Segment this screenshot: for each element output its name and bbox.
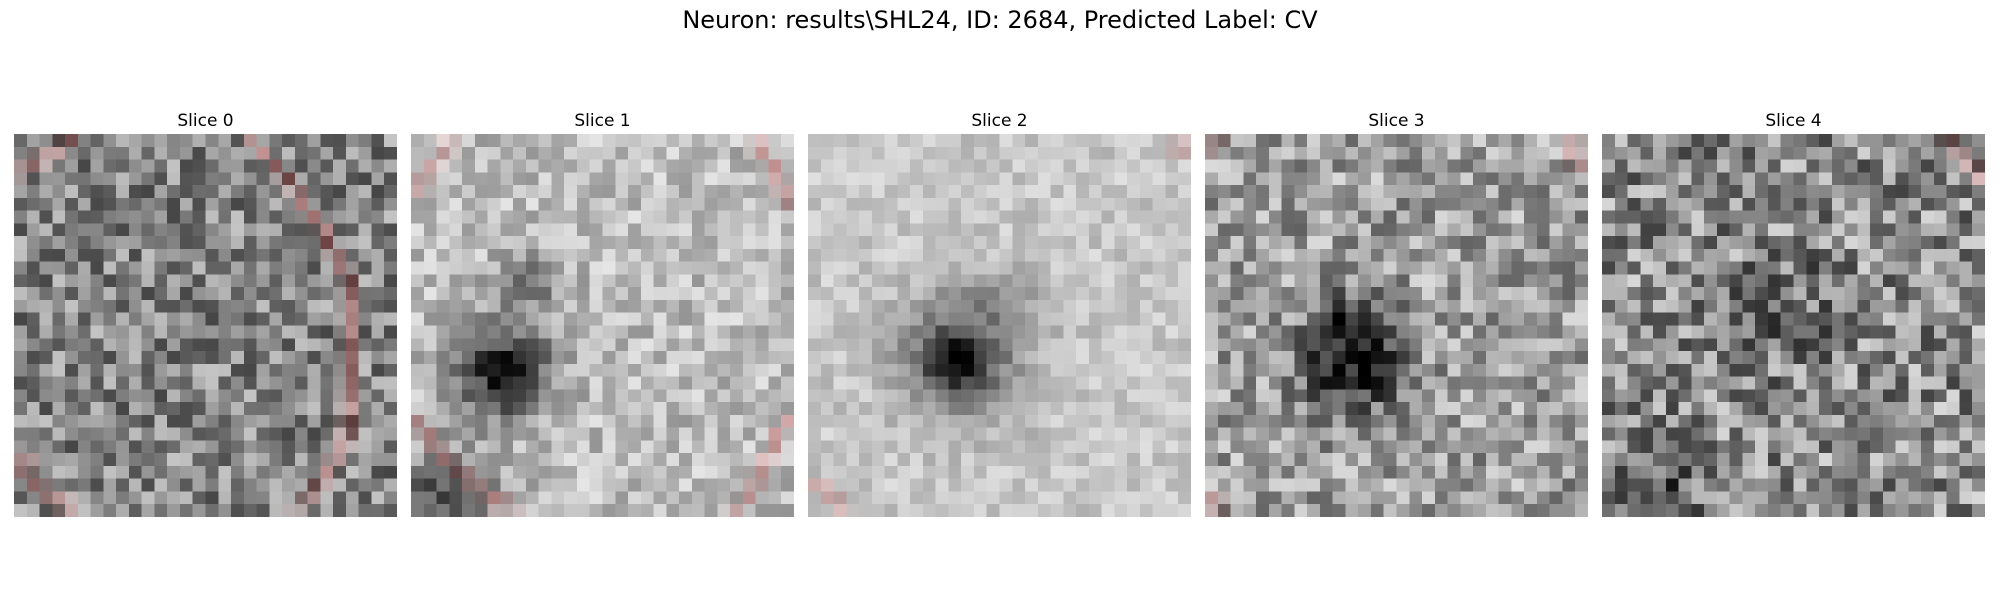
slice-panel-2: Slice 2 <box>808 108 1191 517</box>
slice-image-0 <box>14 134 397 517</box>
slice-image-1 <box>411 134 794 517</box>
slice-panel-4: Slice 4 <box>1602 108 1985 517</box>
slice-title-3: Slice 3 <box>1368 111 1425 131</box>
slice-title-1: Slice 1 <box>574 111 631 131</box>
slice-image-4 <box>1602 134 1985 517</box>
figure-title: Neuron: results\SHL24, ID: 2684, Predict… <box>682 6 1318 34</box>
slice-image-3 <box>1205 134 1588 517</box>
slice-image-2 <box>808 134 1191 517</box>
slice-panel-0: Slice 0 <box>14 108 397 517</box>
slice-panel-3: Slice 3 <box>1205 108 1588 517</box>
slice-title-0: Slice 0 <box>177 111 234 131</box>
slice-panel-1: Slice 1 <box>411 108 794 517</box>
slice-title-4: Slice 4 <box>1765 111 1822 131</box>
slice-title-2: Slice 2 <box>971 111 1028 131</box>
